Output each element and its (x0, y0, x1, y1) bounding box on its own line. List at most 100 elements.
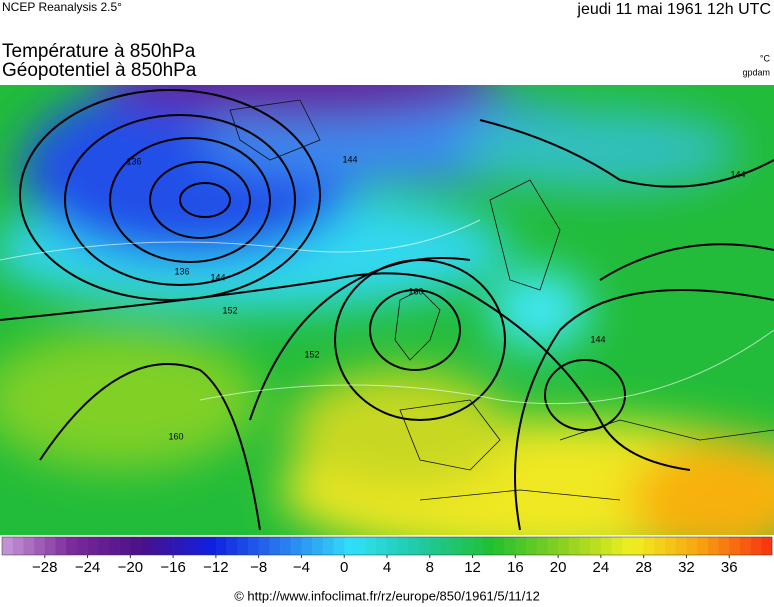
colorbar-swatch (365, 537, 377, 555)
colorbar-swatch (622, 537, 634, 555)
colorbar-swatch (87, 537, 99, 555)
colorbar-swatch (654, 537, 666, 555)
unit-geopotential: gpdam (742, 67, 770, 77)
colorbar-swatch (151, 537, 163, 555)
colorbar-swatch (108, 537, 120, 555)
colorbar-swatch (665, 537, 677, 555)
colorbar-tick-label: 4 (383, 559, 391, 576)
contour-label: 136 (174, 266, 189, 276)
colorbar-swatch (301, 537, 313, 555)
colorbar-swatch (269, 537, 281, 555)
colorbar-tick-label: 20 (550, 559, 567, 576)
colorbar-swatch (558, 537, 570, 555)
colorbar-swatch (429, 537, 441, 555)
colorbar-swatch (280, 537, 292, 555)
colorbar-swatch (600, 537, 612, 555)
colorbar-tick-label: 24 (593, 559, 610, 576)
colorbar-swatch (579, 537, 591, 555)
colorbar-swatch (226, 537, 238, 555)
title-line2: Géopotentiel à 850hPa (2, 60, 197, 81)
footer: © http://www.infoclimat.fr/rz/europe/850… (234, 588, 540, 603)
colorbar-swatch (162, 537, 174, 555)
colorbar-swatch (215, 537, 227, 555)
colorbar-swatch (504, 537, 516, 555)
colorbar-swatch (483, 537, 495, 555)
colorbar-swatch (408, 537, 420, 555)
colorbar-tick-label: −16 (160, 559, 185, 576)
colorbar-swatch (590, 537, 602, 555)
colorbar-swatch (237, 537, 249, 555)
colorbar-swatch (419, 537, 431, 555)
contour-label: 144 (342, 154, 357, 164)
colorbar-swatch (76, 537, 88, 555)
colorbar-swatch (194, 537, 206, 555)
contour-label: 160 (408, 286, 423, 296)
colorbar-swatch (173, 537, 185, 555)
contour-label: 136 (126, 156, 141, 166)
colorbar-swatch (461, 537, 473, 555)
colorbar-tick-label: 0 (340, 559, 348, 576)
contour-label: 160 (168, 431, 183, 441)
colorbar-tick-label: 36 (721, 559, 738, 576)
colorbar-swatch (205, 537, 217, 555)
colorbar-swatch (440, 537, 452, 555)
colorbar-swatch (354, 537, 366, 555)
colorbar-swatch (344, 537, 356, 555)
colorbar-swatch (451, 537, 463, 555)
title-line1: Température à 850hPa (2, 41, 196, 62)
source: NCEP Reanalysis 2.5° (2, 0, 122, 14)
colorbar-swatch (515, 537, 527, 555)
colorbar-tick-label: −4 (293, 559, 310, 576)
colorbar-swatch (493, 537, 505, 555)
colorbar-swatch (536, 537, 548, 555)
colorbar-swatch (739, 537, 751, 555)
colorbar-swatch (697, 537, 709, 555)
colorbar-swatch (55, 537, 67, 555)
colorbar-tick-label: −12 (203, 559, 228, 576)
colorbar-swatch (258, 537, 270, 555)
colorbar-swatch (23, 537, 35, 555)
colorbar-swatch (290, 537, 302, 555)
colorbar-swatch (568, 537, 580, 555)
colorbar-swatch (472, 537, 484, 555)
colorbar-swatch (761, 537, 773, 555)
colorbar-swatch (387, 537, 398, 555)
colorbar-swatch (707, 537, 719, 555)
colorbar-swatch (34, 537, 46, 555)
colorbar-tick-label: 8 (426, 559, 434, 576)
colorbar-swatch (333, 537, 345, 555)
colorbar-swatch (632, 537, 644, 555)
colorbar-swatch (718, 537, 730, 555)
colorbar-swatch (611, 537, 623, 555)
colorbar-swatch (119, 537, 131, 555)
colorbar-swatch (397, 537, 409, 555)
colorbar-tick-label: 28 (635, 559, 652, 576)
colorbar-swatch (547, 537, 559, 555)
colorbar-swatch (247, 537, 259, 555)
colorbar-tick-label: −24 (75, 559, 100, 576)
colorbar-swatch (130, 537, 142, 555)
map: 136 136 144 144 144 144 152 152 160 160 (0, 85, 774, 535)
colorbar-swatch (312, 537, 324, 555)
contour-label: 152 (304, 349, 319, 359)
colorbar-tick-label: −20 (118, 559, 143, 576)
colorbar-swatch (2, 537, 13, 555)
contour-label: 144 (210, 272, 225, 282)
colorbar-swatch (98, 537, 110, 555)
colorbar-swatch (526, 537, 538, 555)
colorbar-swatch (376, 537, 388, 555)
unit-temperature: °C (760, 53, 771, 63)
contour-label: 144 (590, 334, 605, 344)
colorbar-swatch (643, 537, 655, 555)
colorbar-swatch (12, 537, 24, 555)
colorbar-tick-label: 12 (464, 559, 481, 576)
colorbar-swatch (686, 537, 698, 555)
contour-label: 144 (730, 169, 745, 179)
contour-label: 152 (222, 305, 237, 315)
colorbar-tick-label: −8 (250, 559, 267, 576)
colorbar-swatch (729, 537, 741, 555)
colorbar-swatch (675, 537, 687, 555)
colorbar-swatch (66, 537, 78, 555)
colorbar-swatch (750, 537, 762, 555)
